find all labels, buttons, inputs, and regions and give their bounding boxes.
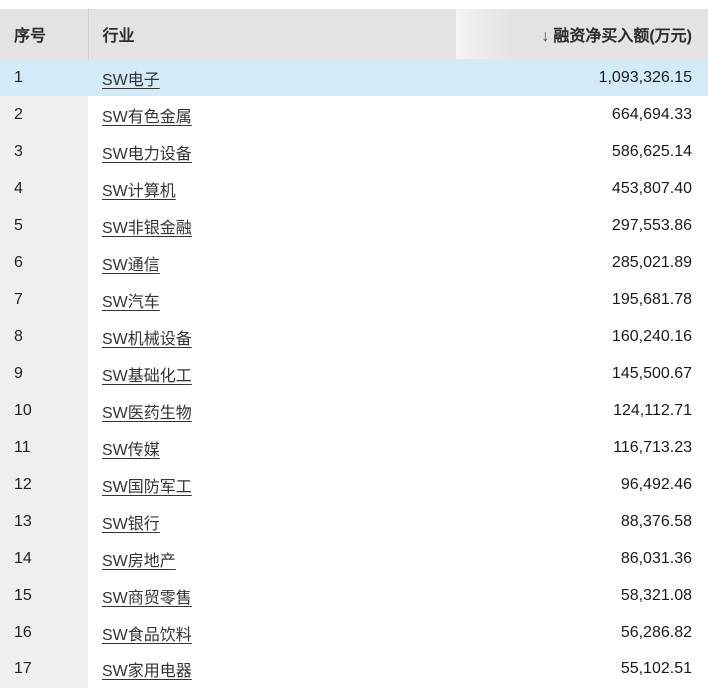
row-index-cell: 17 <box>0 651 88 688</box>
row-index-cell: 13 <box>0 503 88 540</box>
row-industry-cell: SW基础化工 <box>88 355 456 392</box>
row-value-cell: 160,240.16 <box>456 318 708 355</box>
table-row[interactable]: 15 SW商贸零售 58,321.08 <box>0 577 708 614</box>
row-value-cell: 453,807.40 <box>456 170 708 207</box>
table-row[interactable]: 7 SW汽车 195,681.78 <box>0 281 708 318</box>
row-value-cell: 664,694.33 <box>456 96 708 133</box>
table-row[interactable]: 11 SW传媒 116,713.23 <box>0 429 708 466</box>
row-index-cell: 10 <box>0 392 88 429</box>
row-industry-cell: SW通信 <box>88 244 456 281</box>
industry-link[interactable]: SW商贸零售 <box>102 589 192 607</box>
row-index-cell: 15 <box>0 577 88 614</box>
table-row[interactable]: 3 SW电力设备 586,625.14 <box>0 133 708 170</box>
row-index-cell: 6 <box>0 244 88 281</box>
table-row[interactable]: 17 SW家用电器 55,102.51 <box>0 651 708 688</box>
table-row[interactable]: 4 SW计算机 453,807.40 <box>0 170 708 207</box>
row-index-cell: 11 <box>0 429 88 466</box>
row-index-cell: 1 <box>0 59 88 96</box>
industry-link[interactable]: SW电力设备 <box>102 145 192 163</box>
row-value-cell: 116,713.23 <box>456 429 708 466</box>
row-value-cell: 1,093,326.15 <box>456 59 708 96</box>
row-index-cell: 14 <box>0 540 88 577</box>
industry-link[interactable]: SW传媒 <box>102 441 160 459</box>
row-value-cell: 285,021.89 <box>456 244 708 281</box>
industry-link[interactable]: SW计算机 <box>102 182 176 200</box>
industry-link[interactable]: SW汽车 <box>102 293 160 311</box>
industry-link[interactable]: SW机械设备 <box>102 330 192 348</box>
row-value-cell: 86,031.36 <box>456 540 708 577</box>
row-industry-cell: SW商贸零售 <box>88 577 456 614</box>
table-row[interactable]: 6 SW通信 285,021.89 <box>0 244 708 281</box>
industry-link[interactable]: SW国防军工 <box>102 478 192 496</box>
table-header-row: 序号 行业 ↓ 融资净买入额(万元) <box>0 9 708 59</box>
row-industry-cell: SW传媒 <box>88 429 456 466</box>
row-industry-cell: SW汽车 <box>88 281 456 318</box>
industry-link[interactable]: SW通信 <box>102 256 160 274</box>
row-index-cell: 2 <box>0 96 88 133</box>
industry-link[interactable]: SW电子 <box>102 71 160 89</box>
sort-descending-icon: ↓ <box>541 28 550 45</box>
industry-link[interactable]: SW银行 <box>102 515 160 533</box>
industry-link[interactable]: SW基础化工 <box>102 367 192 385</box>
financing-net-buy-table: 序号 行业 ↓ 融资净买入额(万元) 1 SW电子 1,093,326.15 2 … <box>0 9 708 688</box>
row-value-cell: 88,376.58 <box>456 503 708 540</box>
industry-link[interactable]: SW食品饮料 <box>102 626 192 644</box>
table-row[interactable]: 1 SW电子 1,093,326.15 <box>0 59 708 96</box>
table-row[interactable]: 8 SW机械设备 160,240.16 <box>0 318 708 355</box>
row-value-cell: 58,321.08 <box>456 577 708 614</box>
row-industry-cell: SW医药生物 <box>88 392 456 429</box>
row-industry-cell: SW电子 <box>88 59 456 96</box>
row-value-cell: 195,681.78 <box>456 281 708 318</box>
row-value-cell: 145,500.67 <box>456 355 708 392</box>
row-industry-cell: SW家用电器 <box>88 651 456 688</box>
row-index-cell: 5 <box>0 207 88 244</box>
row-index-cell: 9 <box>0 355 88 392</box>
industry-link[interactable]: SW非银金融 <box>102 219 192 237</box>
row-industry-cell: SW机械设备 <box>88 318 456 355</box>
table-row[interactable]: 5 SW非银金融 297,553.86 <box>0 207 708 244</box>
table-row[interactable]: 2 SW有色金属 664,694.33 <box>0 96 708 133</box>
row-value-cell: 56,286.82 <box>456 614 708 651</box>
row-industry-cell: SW计算机 <box>88 170 456 207</box>
row-value-cell: 124,112.71 <box>456 392 708 429</box>
industry-link[interactable]: SW医药生物 <box>102 404 192 422</box>
row-industry-cell: SW电力设备 <box>88 133 456 170</box>
col-header-industry[interactable]: 行业 <box>88 9 456 59</box>
row-industry-cell: SW国防军工 <box>88 466 456 503</box>
table-row[interactable]: 10 SW医药生物 124,112.71 <box>0 392 708 429</box>
col-header-index[interactable]: 序号 <box>0 9 89 59</box>
row-index-cell: 8 <box>0 318 88 355</box>
row-index-cell: 16 <box>0 614 88 651</box>
row-value-cell: 96,492.46 <box>456 466 708 503</box>
row-index-cell: 12 <box>0 466 88 503</box>
table-row[interactable]: 16 SW食品饮料 56,286.82 <box>0 614 708 651</box>
row-index-cell: 4 <box>0 170 88 207</box>
industry-link[interactable]: SW家用电器 <box>102 663 192 681</box>
table-row[interactable]: 13 SW银行 88,376.58 <box>0 503 708 540</box>
table-row[interactable]: 14 SW房地产 86,031.36 <box>0 540 708 577</box>
row-value-cell: 586,625.14 <box>456 133 708 170</box>
col-header-value[interactable]: ↓ 融资净买入额(万元) <box>456 9 708 59</box>
table-row[interactable]: 12 SW国防军工 96,492.46 <box>0 466 708 503</box>
row-industry-cell: SW非银金融 <box>88 207 456 244</box>
table-row[interactable]: 9 SW基础化工 145,500.67 <box>0 355 708 392</box>
col-header-value-label: 融资净买入额(万元) <box>553 28 692 45</box>
row-industry-cell: SW银行 <box>88 503 456 540</box>
row-index-cell: 3 <box>0 133 88 170</box>
row-value-cell: 297,553.86 <box>456 207 708 244</box>
row-industry-cell: SW有色金属 <box>88 96 456 133</box>
industry-link[interactable]: SW有色金属 <box>102 108 192 126</box>
row-industry-cell: SW食品饮料 <box>88 614 456 651</box>
industry-link[interactable]: SW房地产 <box>102 552 176 570</box>
row-industry-cell: SW房地产 <box>88 540 456 577</box>
row-value-cell: 55,102.51 <box>456 651 708 688</box>
row-index-cell: 7 <box>0 281 88 318</box>
